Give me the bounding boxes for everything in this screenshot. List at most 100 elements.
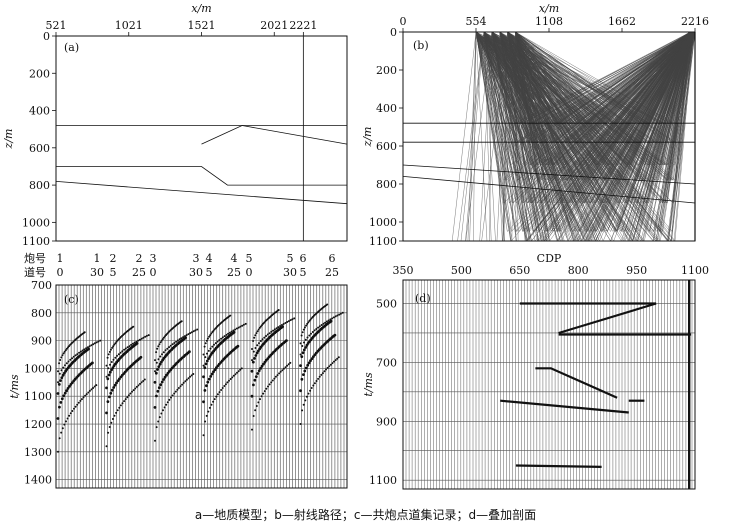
event-point (203, 366, 207, 370)
event-point (65, 362, 68, 365)
event-point (87, 347, 90, 351)
panel-c-y-tick-label: 900 (31, 335, 52, 348)
event-point (207, 377, 211, 381)
event-point (60, 431, 63, 434)
event-point (320, 373, 323, 376)
event-point (284, 366, 287, 369)
event-point (107, 431, 110, 434)
event-point (154, 359, 156, 362)
ray-path (507, 31, 695, 166)
ray-path (491, 31, 695, 204)
ray-path (499, 31, 693, 242)
ray-path (515, 31, 695, 242)
event-point (207, 410, 210, 413)
event-point (99, 339, 102, 342)
trace-number: 5 (300, 266, 307, 279)
panel-d-event-2 (558, 302, 657, 335)
event-point (300, 355, 304, 358)
event-point (324, 321, 327, 324)
event-point (251, 428, 253, 431)
panel-d-x-axis-label: CDP (537, 252, 562, 265)
ray-path (515, 31, 691, 242)
event-point (140, 337, 143, 340)
event-point (213, 398, 216, 401)
event-point (82, 396, 85, 399)
ray-path (507, 31, 695, 181)
event-point (227, 332, 230, 335)
event-point (85, 347, 88, 350)
event-point (162, 336, 165, 339)
ray-path (507, 31, 691, 181)
event-point (69, 412, 72, 415)
event-point (180, 337, 183, 340)
event-point (108, 426, 111, 428)
event-point (155, 361, 158, 364)
ray-path (499, 31, 692, 242)
ray-path (491, 31, 693, 166)
ray-path (479, 31, 492, 242)
ray-path (515, 31, 563, 242)
ray-path (515, 31, 696, 232)
event-point (111, 346, 114, 349)
event-point (64, 364, 66, 367)
panel-a-interface-3 (56, 166, 347, 186)
ray-path (507, 31, 692, 242)
event-point (91, 361, 94, 365)
event-point (328, 365, 331, 368)
ray-path (507, 31, 539, 242)
ray-path (515, 31, 550, 242)
event-point (135, 385, 138, 388)
event-point (281, 325, 284, 329)
event-point (286, 321, 289, 323)
event-point (162, 378, 166, 381)
event-point (57, 383, 61, 386)
event-point (337, 356, 340, 359)
event-point (232, 330, 236, 334)
ray-path (503, 31, 508, 242)
event-point (239, 368, 242, 371)
event-point (65, 420, 67, 423)
event-point (109, 391, 113, 395)
ray-path (515, 31, 694, 242)
event-point (229, 378, 232, 380)
event-point (289, 361, 292, 364)
event-point (56, 417, 60, 420)
event-point (216, 340, 219, 343)
event-point (73, 407, 75, 410)
panel-a-y-tick-label: 0 (43, 30, 50, 43)
event-point (56, 392, 60, 395)
event-point (279, 325, 282, 327)
event-point (250, 394, 254, 398)
panel-a-x-tick-label: 1021 (115, 19, 143, 32)
event-point (112, 358, 115, 361)
panel-b-y-tick-label: 400 (376, 102, 397, 115)
event-point (162, 409, 164, 412)
event-point (135, 342, 139, 345)
event-point (209, 334, 212, 337)
event-point (302, 373, 305, 376)
trace-number: 30 (90, 266, 104, 279)
ray-path (515, 31, 691, 232)
event-point (282, 323, 285, 325)
panel-d-event-7 (515, 464, 602, 468)
ray-path (475, 31, 488, 242)
ray-path (515, 31, 692, 242)
event-point (110, 368, 113, 372)
event-point (266, 333, 269, 336)
event-point (265, 335, 268, 337)
ray-path (515, 31, 696, 242)
event-point (236, 371, 238, 374)
event-point (274, 375, 277, 378)
event-point (251, 348, 253, 350)
event-point (112, 345, 115, 348)
panel-b-y-tick-label: 0 (390, 26, 397, 39)
ray-path (515, 31, 693, 166)
event-point (240, 367, 243, 370)
event-point (157, 358, 160, 361)
event-point (289, 319, 292, 322)
event-point (88, 345, 91, 348)
event-point (60, 397, 64, 401)
panel-b-y-tick-label: 200 (376, 64, 397, 77)
event-point (107, 373, 111, 377)
event-point (205, 414, 208, 417)
